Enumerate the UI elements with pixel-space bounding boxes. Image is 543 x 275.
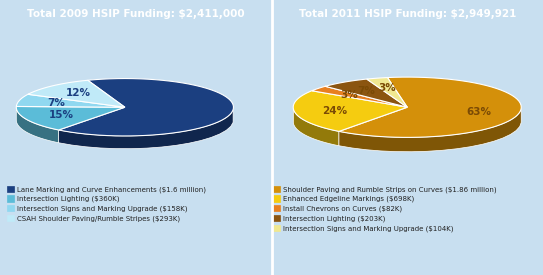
Text: 66%: 66%: [182, 105, 207, 115]
Polygon shape: [293, 109, 339, 146]
Legend: Shoulder Paving and Rumble Strips on Curves ($1.86 million), Enhanced Edgeline M: Shoulder Paving and Rumble Strips on Cur…: [272, 185, 497, 232]
Polygon shape: [339, 77, 521, 138]
Text: 63%: 63%: [467, 107, 492, 117]
Polygon shape: [28, 80, 125, 107]
Polygon shape: [16, 106, 125, 130]
Polygon shape: [16, 107, 59, 143]
Text: 12%: 12%: [66, 88, 91, 98]
Legend: Lane Marking and Curve Enhancements ($1.6 million), Intersection Lighting ($360K: Lane Marking and Curve Enhancements ($1.…: [6, 185, 206, 222]
Polygon shape: [312, 86, 407, 107]
Polygon shape: [16, 94, 125, 107]
Text: 7%: 7%: [48, 98, 65, 108]
Text: 15%: 15%: [49, 110, 74, 120]
Polygon shape: [367, 78, 407, 107]
Polygon shape: [339, 108, 521, 152]
Text: Total 2009 HSIP Funding: $2,411,000: Total 2009 HSIP Funding: $2,411,000: [27, 9, 244, 19]
Text: 24%: 24%: [321, 106, 347, 116]
Text: 7%: 7%: [357, 86, 375, 96]
Text: Total 2011 HSIP Funding: $2,949,921: Total 2011 HSIP Funding: $2,949,921: [299, 9, 516, 19]
Polygon shape: [59, 79, 233, 136]
Text: 3%: 3%: [340, 90, 358, 100]
Polygon shape: [325, 79, 407, 107]
Polygon shape: [293, 91, 407, 131]
Polygon shape: [59, 110, 233, 149]
Text: 3%: 3%: [378, 83, 396, 93]
